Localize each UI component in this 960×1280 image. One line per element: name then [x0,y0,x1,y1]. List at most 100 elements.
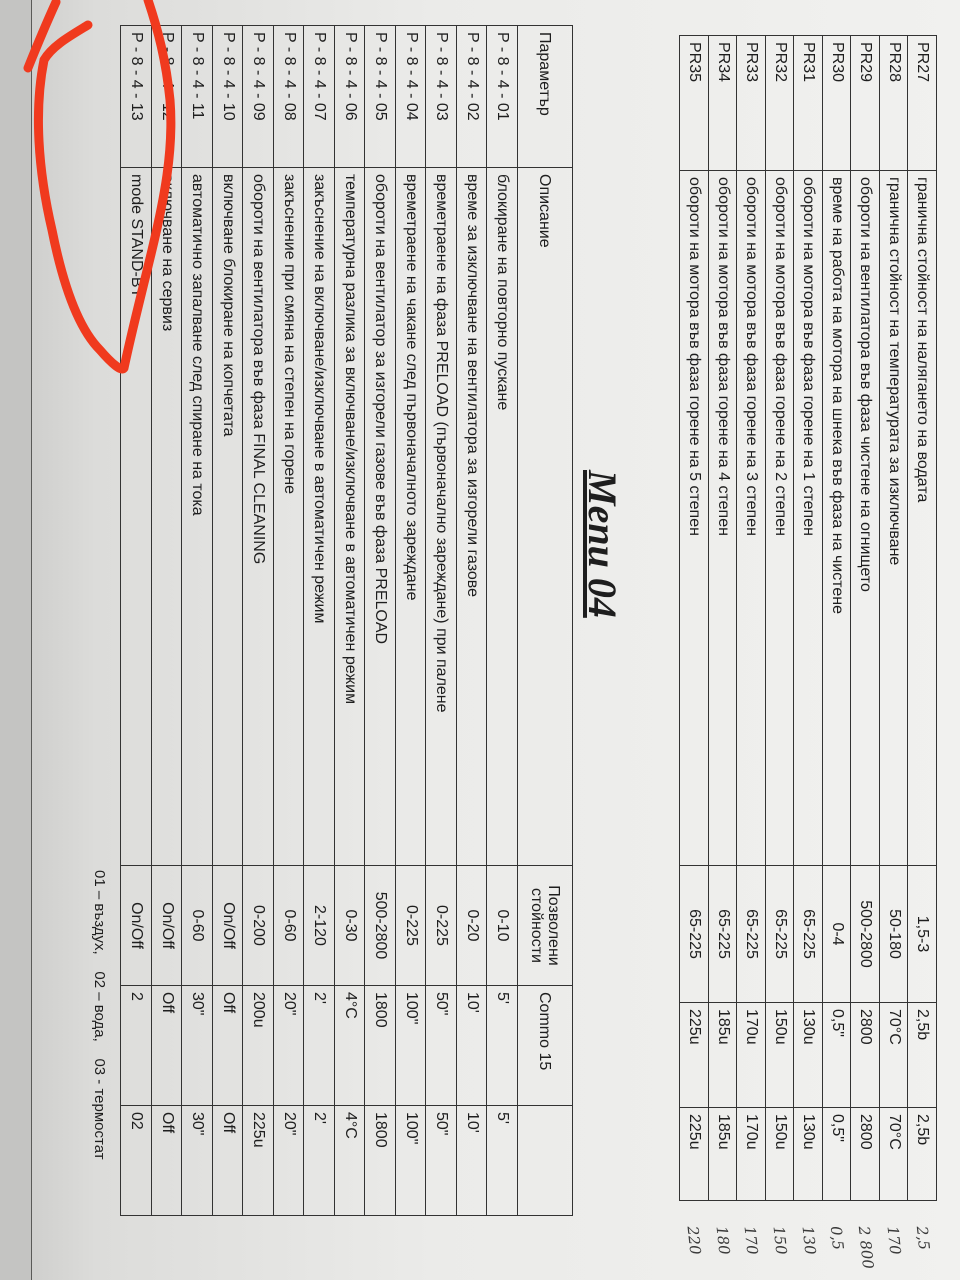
cell-commo: Off [151,985,182,1106]
table-header-row: Параметър Описание Позволени стойности C… [517,25,573,1216]
table-row: PR28 гранична стойност на температурата з… [879,35,908,1201]
page-title: Menu 04 [580,470,625,618]
table-row: P - 8 - 4 - 02 време за изключване на вен… [456,25,487,1216]
cell-value1: 225u [680,1002,709,1108]
table-row: P - 8 - 4 - 09 обороти на вентилатора във… [243,25,274,1216]
cell-commo: 4°C [334,985,365,1106]
header-param: Параметър [517,25,573,168]
handwritten-note: 170 [883,1225,905,1256]
table-row: PR33 обороти на мотора във фаза горене на… [737,35,766,1201]
cell-extra: 4°C [334,1105,365,1216]
table-row: PR27 гранична стойност на налягането на в… [908,35,937,1201]
cell-param: P - 8 - 4 - 10 [212,25,243,168]
cell-value2: 170u [737,1107,766,1201]
handwritten-note: 2,5 [912,1225,934,1251]
cell-range: 1,5-3 [908,865,937,1003]
header-allowed: Позволени стойности [517,865,573,986]
cell-value1: 2800 [851,1002,880,1108]
header-commo: Commo 15 [517,985,573,1106]
cell-param: P - 8 - 4 - 03 [426,25,457,168]
cell-description: температурна разлика за включване/изключ… [334,167,365,866]
cell-param: P - 8 - 4 - 13 [121,25,152,168]
table-row: P - 8 - 4 - 12 включване на сервиз On/Off O… [151,25,182,1216]
cell-extra: 20" [273,1105,304,1216]
cell-param: P - 8 - 4 - 07 [304,25,335,168]
cell-description: гранична стойност на температурата за из… [879,170,908,866]
handwritten-note: 130 [798,1225,820,1256]
cell-description: автоматично запалване след спиране на то… [182,167,213,866]
cell-description: включване блокиране на копчетата [212,167,243,866]
cell-param: PR30 [822,35,851,171]
cell-value1: 130u [794,1002,823,1108]
table-row: P - 8 - 4 - 08 закъснение при смяна на ст… [273,25,304,1216]
cell-description: закъснение на включване/изключване в авт… [304,167,335,866]
cell-param: P - 8 - 4 - 12 [151,25,182,168]
header-description: Описание [517,167,573,866]
cell-extra: 100" [395,1105,426,1216]
parameters-table-pr: PR27 гранична стойност на налягането на в… [680,35,938,1201]
cell-range: 65-225 [765,865,794,1003]
cell-param: PR35 [680,35,709,171]
parameters-table-menu04: Параметър Описание Позволени стойности C… [121,25,574,1216]
cell-description: времетраене на фаза PRELOAD (първоначалн… [426,167,457,866]
cell-range: 65-225 [794,865,823,1003]
cell-commo: 5' [487,985,518,1106]
cell-extra: Off [212,1105,243,1216]
cell-extra: Off [151,1105,182,1216]
cell-description: обороти на вентилатор за изгорели газове… [365,167,396,866]
cell-allowed: 0-225 [395,865,426,986]
table-row: P - 8 - 4 - 13 mode STAND-BY On/Off 2 02 [121,25,152,1216]
cell-range: 0-4 [822,865,851,1003]
cell-param: P - 8 - 4 - 11 [182,25,213,168]
cell-value1: 185u [708,1002,737,1108]
cell-param: PR29 [851,35,880,171]
cell-allowed: 500-2800 [365,865,396,986]
table-row: PR29 обороти на вентилатора във фаза чист… [851,35,880,1201]
cell-description: блокиране на повторно пускане [487,167,518,866]
table-row: P - 8 - 4 - 06 температурна разлика за вк… [334,25,365,1216]
table-row: P - 8 - 4 - 05 обороти на вентилатор за и… [365,25,396,1216]
cell-description: обороти на мотора във фаза горене на 4 с… [708,170,737,866]
cell-description: време на работа на мотора на шнека във ф… [822,170,851,866]
table-row: PR34 обороти на мотора във фаза горене на… [708,35,737,1201]
footer-legend: 01 – въздух, 02 – вода, 03 - термостат [91,870,108,1160]
table-row: P - 8 - 4 - 03 времетраене на фаза PRELOA… [426,25,457,1216]
cell-range: 500-2800 [851,865,880,1003]
cell-commo: 100" [395,985,426,1106]
cell-description: mode STAND-BY [121,167,152,866]
cell-allowed: 0-60 [182,865,213,986]
cell-description: обороти на мотора във фаза горене на 3 с… [737,170,766,866]
cell-param: PR27 [908,35,937,171]
cell-value1: 170u [737,1002,766,1108]
cell-value2: 2,5b [908,1107,937,1201]
cell-value1: 70°C [879,1002,908,1108]
cell-param: PR32 [765,35,794,171]
cell-range: 65-225 [708,865,737,1003]
handwritten-note: 150 [769,1225,791,1256]
cell-description: закъснение при смяна на степен на горене [273,167,304,866]
cell-commo: 200u [243,985,274,1106]
handwritten-note: 220 [683,1225,705,1256]
cell-range: 65-225 [737,865,766,1003]
table-row: P - 8 - 4 - 01 блокиране на повторно пуск… [487,25,518,1216]
handwritten-note: 0,5 [827,1225,848,1251]
cell-allowed: 0-200 [243,865,274,986]
cell-range: 50-180 [879,865,908,1003]
cell-description: обороти на вентилатора във фаза FINAL CL… [243,167,274,866]
cell-extra: 2' [304,1105,335,1216]
cell-description: включване на сервиз [151,167,182,866]
table-row: P - 8 - 4 - 07 закъснение на включване/из… [304,25,335,1216]
table-row: P - 8 - 4 - 11 автоматично запалване след… [182,25,213,1216]
cell-commo: 20" [273,985,304,1106]
cell-extra: 10' [456,1105,487,1216]
cell-value1: 0,5" [822,1002,851,1108]
cell-allowed: 0-30 [334,865,365,986]
cell-range: 65-225 [680,865,709,1003]
cell-commo: 30" [182,985,213,1106]
cell-allowed: 0-20 [456,865,487,986]
table-row: PR35 обороти на мотора във фаза горене на… [680,35,709,1201]
cell-param: P - 8 - 4 - 06 [334,25,365,168]
cell-param: P - 8 - 4 - 08 [273,25,304,168]
cell-param: P - 8 - 4 - 05 [365,25,396,168]
